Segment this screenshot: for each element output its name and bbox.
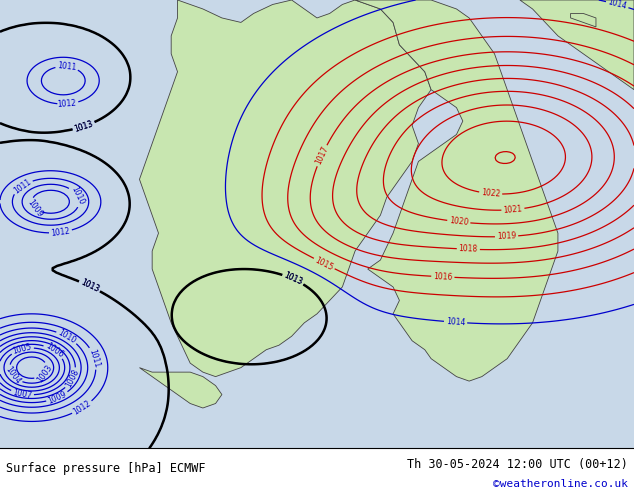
Text: 1013: 1013 xyxy=(73,119,94,133)
Text: 1014: 1014 xyxy=(607,0,628,11)
Text: 1007: 1007 xyxy=(12,388,32,400)
Text: 1017: 1017 xyxy=(314,145,330,166)
Polygon shape xyxy=(520,0,634,90)
Text: 1005: 1005 xyxy=(12,343,33,356)
Polygon shape xyxy=(139,0,431,377)
Text: 1014: 1014 xyxy=(446,317,465,327)
Text: 1013: 1013 xyxy=(283,271,304,287)
Text: 1011: 1011 xyxy=(87,348,101,368)
Text: 1012: 1012 xyxy=(72,399,93,416)
Text: Surface pressure [hPa] ECMWF: Surface pressure [hPa] ECMWF xyxy=(6,463,206,475)
Text: 1009: 1009 xyxy=(47,390,68,406)
Text: 1013: 1013 xyxy=(283,271,304,287)
Text: 1003: 1003 xyxy=(36,363,54,384)
Text: 1011: 1011 xyxy=(12,177,33,195)
Polygon shape xyxy=(355,0,558,381)
Text: 1013: 1013 xyxy=(73,119,94,133)
Text: 1019: 1019 xyxy=(497,232,516,242)
Text: 1021: 1021 xyxy=(503,204,523,215)
Text: 1012: 1012 xyxy=(57,99,77,109)
Text: 1022: 1022 xyxy=(481,188,501,199)
Polygon shape xyxy=(571,13,596,27)
Text: ©weatheronline.co.uk: ©weatheronline.co.uk xyxy=(493,479,628,489)
Text: Th 30-05-2024 12:00 UTC (00+12): Th 30-05-2024 12:00 UTC (00+12) xyxy=(407,458,628,470)
Text: 1011: 1011 xyxy=(57,61,77,73)
Text: 1008: 1008 xyxy=(64,368,81,389)
Text: 1013: 1013 xyxy=(79,278,100,294)
Text: 1012: 1012 xyxy=(51,226,70,238)
Text: 1010: 1010 xyxy=(56,328,77,345)
Text: 1010: 1010 xyxy=(69,185,86,207)
Text: 1009: 1009 xyxy=(26,197,44,219)
Text: 1020: 1020 xyxy=(449,216,469,227)
Text: 1018: 1018 xyxy=(458,245,478,254)
Text: 1015: 1015 xyxy=(314,255,335,272)
Text: 1016: 1016 xyxy=(433,272,453,282)
Text: 1004: 1004 xyxy=(3,365,22,386)
Text: 1013: 1013 xyxy=(79,278,100,294)
Text: 1006: 1006 xyxy=(44,342,65,360)
Polygon shape xyxy=(139,368,222,408)
